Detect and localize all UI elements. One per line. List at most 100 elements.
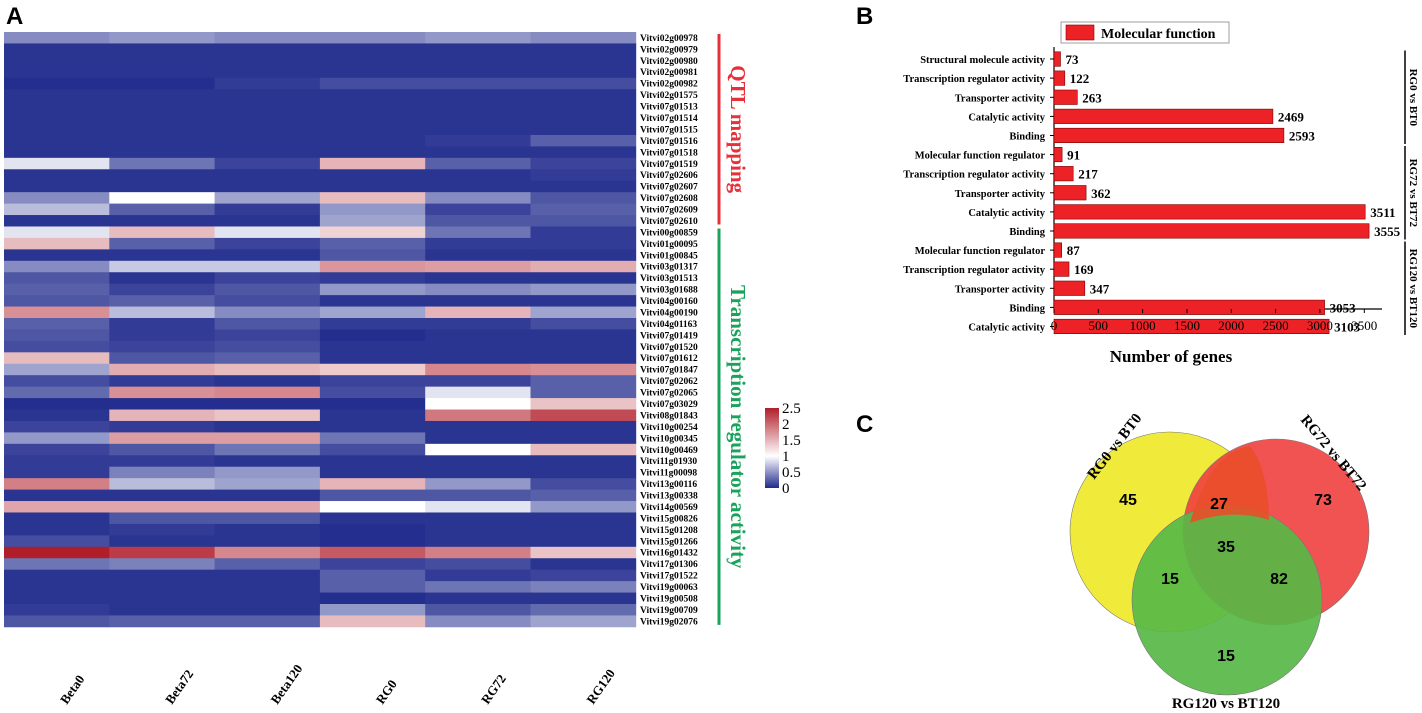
- heatmap-cell: [109, 375, 215, 388]
- heatmap-cell: [109, 318, 215, 330]
- heatmap-cell: [530, 272, 637, 285]
- heatmap-cell: [214, 512, 321, 525]
- heatmap-cell: [214, 295, 321, 307]
- colorbar-tick-label: 1.5: [782, 433, 801, 449]
- heatmap-cell: [319, 569, 426, 582]
- heatmap-cell: [530, 558, 637, 571]
- heatmap-row-label: Vitvi10g00254: [640, 423, 698, 433]
- bar: [1053, 70, 1066, 86]
- colorbar-tick-label: 0.5: [782, 465, 801, 481]
- heatmap-cell: [214, 375, 321, 388]
- heatmap-cell: [425, 66, 531, 79]
- bar-value-label: 73: [1066, 52, 1080, 67]
- heatmap-cell: [4, 146, 110, 159]
- heatmap-cell: [425, 157, 531, 170]
- heatmap-cell: [4, 409, 110, 422]
- heatmap-cell: [425, 260, 531, 273]
- heatmap-cell: [214, 306, 321, 319]
- heatmap-cell: [425, 375, 531, 388]
- x-tick-label: 2000: [1218, 318, 1244, 333]
- heatmap-row-label: Vitvi07g01516: [640, 137, 698, 147]
- heatmap-cell: [109, 443, 215, 456]
- heatmap-cell: [214, 443, 321, 456]
- venn-count-all: 35: [1217, 539, 1235, 556]
- heatmap-cell: [425, 615, 531, 628]
- x-axis-title: Number of genes: [1110, 347, 1233, 366]
- heatmap-cell: [319, 512, 426, 525]
- heatmap-cell: [425, 43, 531, 56]
- heatmap-row-label: Vitvi02g01575: [640, 91, 698, 101]
- heatmap-cell: [109, 237, 215, 250]
- heatmap-cell: [4, 215, 110, 227]
- bar-value-label: 91: [1067, 148, 1080, 163]
- heatmap-cell: [530, 398, 637, 410]
- heatmap-cell: [425, 386, 531, 399]
- heatmap-cell: [530, 226, 637, 239]
- category-label: Transcription regulator activity: [903, 265, 1045, 276]
- heatmap-cell: [109, 615, 215, 628]
- heatmap-cell: [4, 592, 110, 605]
- heatmap-cell: [214, 386, 321, 399]
- bar: [1053, 147, 1063, 163]
- heatmap-cell: [109, 146, 215, 159]
- heatmap-cell: [4, 455, 110, 468]
- heatmap-cell: [109, 466, 215, 479]
- heatmap-cell: [4, 203, 110, 216]
- heatmap-cell: [425, 203, 531, 216]
- heatmap-cell: [214, 455, 321, 468]
- bar-value-label: 2593: [1289, 129, 1316, 144]
- heatmap-cell: [109, 386, 215, 399]
- heatmap-cell: [109, 89, 215, 102]
- bar-value-label: 3511: [1370, 205, 1395, 220]
- heatmap-cell: [425, 237, 531, 250]
- heatmap-cell: [530, 363, 637, 376]
- heatmap-cell: [425, 89, 531, 102]
- heatmap-cell: [319, 89, 426, 102]
- heatmap-cell: [214, 66, 321, 79]
- x-tick-label: 2500: [1263, 318, 1289, 333]
- heatmap-row-label: Vitvi11g00098: [640, 469, 697, 479]
- heatmap-row-label: Vitvi07g01515: [640, 125, 698, 135]
- heatmap-cell: [214, 604, 321, 616]
- bar: [1053, 89, 1078, 105]
- heatmap-cell: [109, 455, 215, 468]
- heatmap-cell: [4, 237, 110, 250]
- heatmap-cell: [530, 466, 637, 479]
- heatmap-cell: [109, 432, 215, 445]
- venn-overlap-0-72: [1190, 446, 1269, 523]
- heatmap-row-label: Vitvi07g02610: [640, 217, 698, 227]
- heatmap-row-label: Vitvi19g00063: [640, 583, 698, 593]
- heatmap-cell: [4, 318, 110, 330]
- heatmap-cell: [425, 295, 531, 307]
- heatmap-cell: [425, 272, 531, 285]
- heatmap-cell: [530, 283, 637, 296]
- heatmap-cell: [530, 306, 637, 319]
- heatmap-row-label: Vitvi11g01930: [640, 457, 697, 467]
- heatmap-cell: [530, 157, 637, 170]
- heatmap-cell: [530, 523, 637, 536]
- heatmap-row-label: Vitvi15g00826: [640, 514, 698, 524]
- bar: [1053, 108, 1274, 124]
- heatmap-cell: [319, 615, 426, 628]
- heatmap-cell: [214, 226, 321, 239]
- heatmap-row-label: Vitvi07g01514: [640, 114, 698, 124]
- heatmap-row-label: Vitvi07g01612: [640, 354, 698, 364]
- heatmap-cell: [4, 375, 110, 388]
- heatmap-cell: [425, 146, 531, 159]
- heatmap-cell: [425, 112, 531, 124]
- heatmap-cell: [109, 409, 215, 422]
- bar-value-label: 169: [1074, 262, 1094, 277]
- heatmap-cell: [319, 466, 426, 479]
- heatmap-column-label: RG72: [478, 671, 509, 706]
- heatmap-cell: [214, 466, 321, 479]
- heatmap-row-label: Vitvi14g00569: [640, 503, 698, 513]
- heatmap-cell: [214, 558, 321, 571]
- heatmap-cell: [425, 569, 531, 582]
- heatmap-cell: [109, 398, 215, 410]
- heatmap-cell: [530, 295, 637, 307]
- heatmap-row-label: Vitvi04g01163: [640, 320, 697, 330]
- heatmap-cell: [425, 283, 531, 296]
- x-tick-label: 0: [1051, 318, 1058, 333]
- heatmap-cell: [109, 283, 215, 296]
- heatmap-cell: [319, 535, 426, 548]
